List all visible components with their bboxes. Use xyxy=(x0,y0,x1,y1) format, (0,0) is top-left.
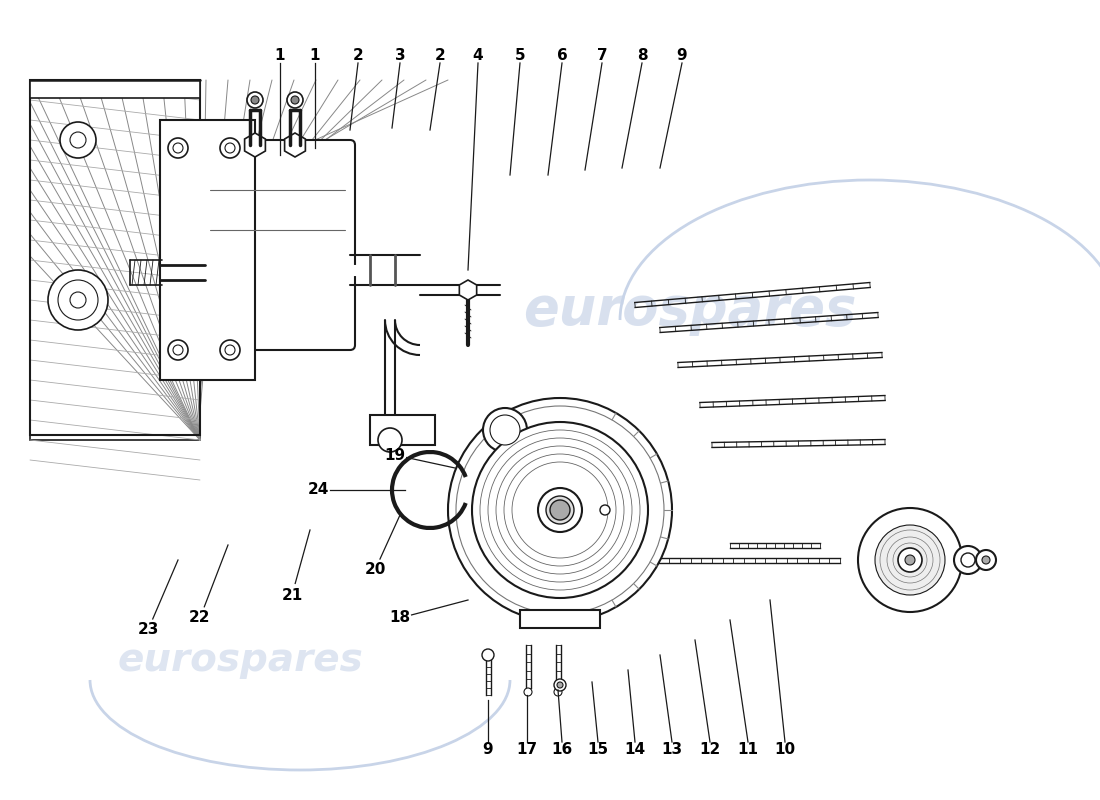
Text: 16: 16 xyxy=(551,742,573,758)
Text: 15: 15 xyxy=(587,742,608,758)
Bar xyxy=(30,80,200,98)
Circle shape xyxy=(600,505,610,515)
Text: 1: 1 xyxy=(310,47,320,62)
Circle shape xyxy=(70,292,86,308)
Circle shape xyxy=(554,688,562,696)
Circle shape xyxy=(60,122,96,158)
Text: 21: 21 xyxy=(282,587,303,602)
Circle shape xyxy=(858,508,962,612)
Circle shape xyxy=(905,555,915,565)
Bar xyxy=(370,415,434,445)
Text: 22: 22 xyxy=(189,610,211,626)
Circle shape xyxy=(226,143,235,153)
Circle shape xyxy=(248,92,263,108)
Circle shape xyxy=(490,415,520,445)
Text: 2: 2 xyxy=(353,47,363,62)
Circle shape xyxy=(898,548,922,572)
Circle shape xyxy=(954,546,982,574)
Text: 9: 9 xyxy=(676,47,688,62)
Text: 13: 13 xyxy=(661,742,683,758)
Circle shape xyxy=(538,488,582,532)
Text: 12: 12 xyxy=(700,742,720,758)
Circle shape xyxy=(982,556,990,564)
Text: 18: 18 xyxy=(389,610,410,626)
Text: 11: 11 xyxy=(737,742,759,758)
Text: 6: 6 xyxy=(557,47,568,62)
Circle shape xyxy=(976,550,996,570)
Circle shape xyxy=(58,280,98,320)
Circle shape xyxy=(524,688,532,696)
Circle shape xyxy=(961,553,975,567)
Text: 10: 10 xyxy=(774,742,795,758)
Text: 4: 4 xyxy=(473,47,483,62)
Circle shape xyxy=(483,408,527,452)
Text: 8: 8 xyxy=(637,47,647,62)
Polygon shape xyxy=(30,80,200,440)
Polygon shape xyxy=(244,133,265,157)
Circle shape xyxy=(546,496,574,524)
Bar xyxy=(520,610,600,628)
Circle shape xyxy=(70,132,86,148)
Circle shape xyxy=(472,422,648,598)
Text: 2: 2 xyxy=(434,47,446,62)
Text: 3: 3 xyxy=(395,47,405,62)
Circle shape xyxy=(378,428,402,452)
Circle shape xyxy=(168,138,188,158)
Text: 17: 17 xyxy=(516,742,538,758)
Text: 7: 7 xyxy=(596,47,607,62)
Text: 19: 19 xyxy=(384,447,406,462)
Circle shape xyxy=(482,649,494,661)
Text: 24: 24 xyxy=(307,482,329,498)
Circle shape xyxy=(557,682,563,688)
Circle shape xyxy=(173,143,183,153)
Circle shape xyxy=(226,345,235,355)
Text: 5: 5 xyxy=(515,47,526,62)
Text: eurospares: eurospares xyxy=(117,641,363,679)
FancyBboxPatch shape xyxy=(195,140,355,350)
Circle shape xyxy=(550,500,570,520)
Circle shape xyxy=(220,340,240,360)
Text: 20: 20 xyxy=(364,562,386,578)
Circle shape xyxy=(874,525,945,595)
Circle shape xyxy=(292,96,299,104)
Circle shape xyxy=(168,340,188,360)
Circle shape xyxy=(554,679,566,691)
Polygon shape xyxy=(460,280,476,300)
Bar xyxy=(30,80,200,435)
Circle shape xyxy=(48,270,108,330)
Circle shape xyxy=(251,96,258,104)
Bar xyxy=(160,120,255,380)
Polygon shape xyxy=(285,133,306,157)
Text: eurospares: eurospares xyxy=(524,284,857,336)
Circle shape xyxy=(456,406,664,614)
Circle shape xyxy=(220,138,240,158)
Circle shape xyxy=(173,345,183,355)
Circle shape xyxy=(448,398,672,622)
Text: 9: 9 xyxy=(483,742,493,758)
Circle shape xyxy=(287,92,303,108)
Text: 1: 1 xyxy=(275,47,285,62)
Text: 14: 14 xyxy=(625,742,646,758)
Text: 23: 23 xyxy=(138,622,158,638)
